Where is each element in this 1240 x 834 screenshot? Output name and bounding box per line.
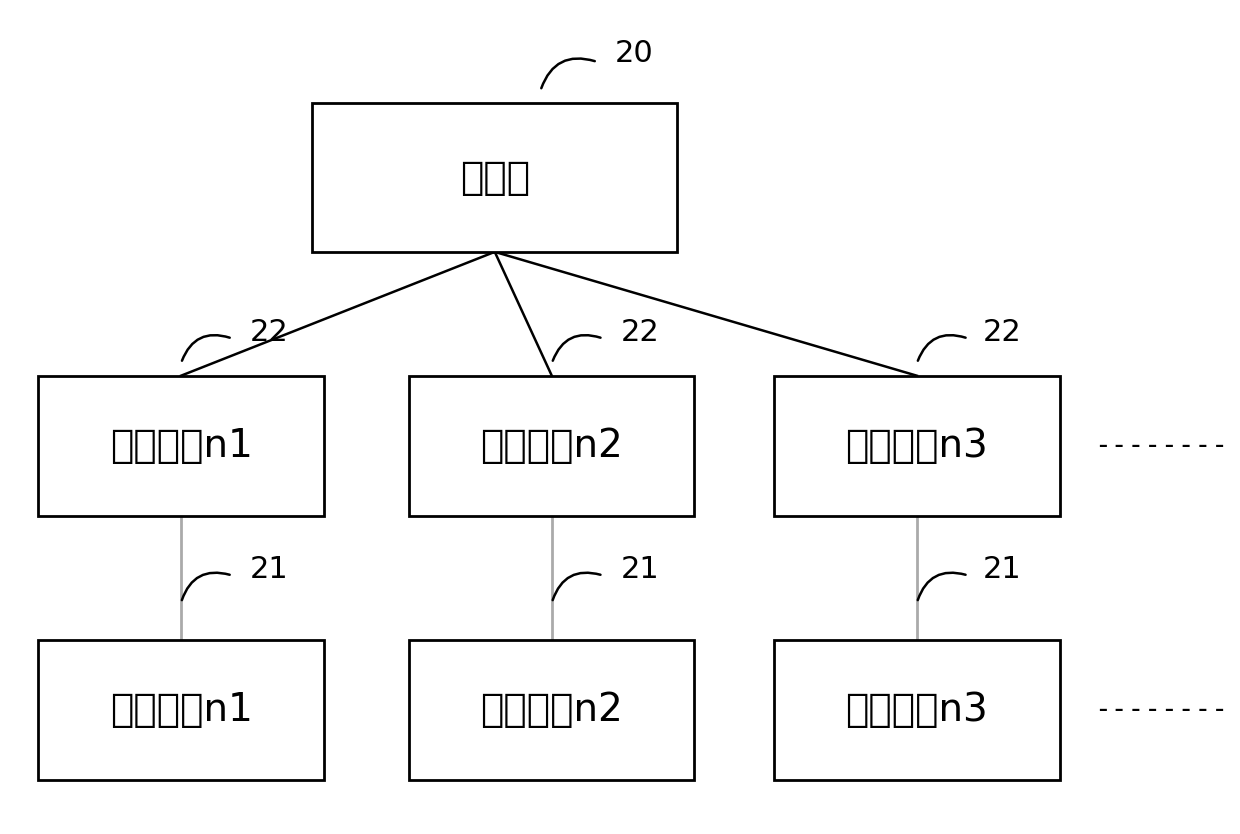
Bar xyxy=(38,375,324,516)
Text: 20: 20 xyxy=(615,39,653,68)
Bar xyxy=(409,375,694,516)
Text: --------: -------- xyxy=(1094,432,1228,460)
Bar xyxy=(38,640,324,781)
Text: 管理模块n1: 管理模块n1 xyxy=(109,427,253,465)
Text: 21: 21 xyxy=(983,555,1022,585)
Text: --------: -------- xyxy=(1094,696,1228,724)
Text: 管理模块n3: 管理模块n3 xyxy=(846,427,988,465)
Text: 管理模块n2: 管理模块n2 xyxy=(480,427,624,465)
Text: 存储介质n2: 存储介质n2 xyxy=(480,691,624,729)
Bar xyxy=(774,375,1059,516)
Text: 客户端: 客户端 xyxy=(460,158,529,197)
Text: 存储介质n1: 存储介质n1 xyxy=(109,691,253,729)
Bar xyxy=(774,640,1059,781)
Text: 21: 21 xyxy=(249,555,288,585)
Text: 22: 22 xyxy=(620,319,658,347)
Text: 22: 22 xyxy=(249,319,288,347)
Bar xyxy=(409,640,694,781)
Text: 存储介质n3: 存储介质n3 xyxy=(846,691,988,729)
Text: 22: 22 xyxy=(983,319,1022,347)
Text: 21: 21 xyxy=(620,555,658,585)
Bar xyxy=(312,103,677,252)
